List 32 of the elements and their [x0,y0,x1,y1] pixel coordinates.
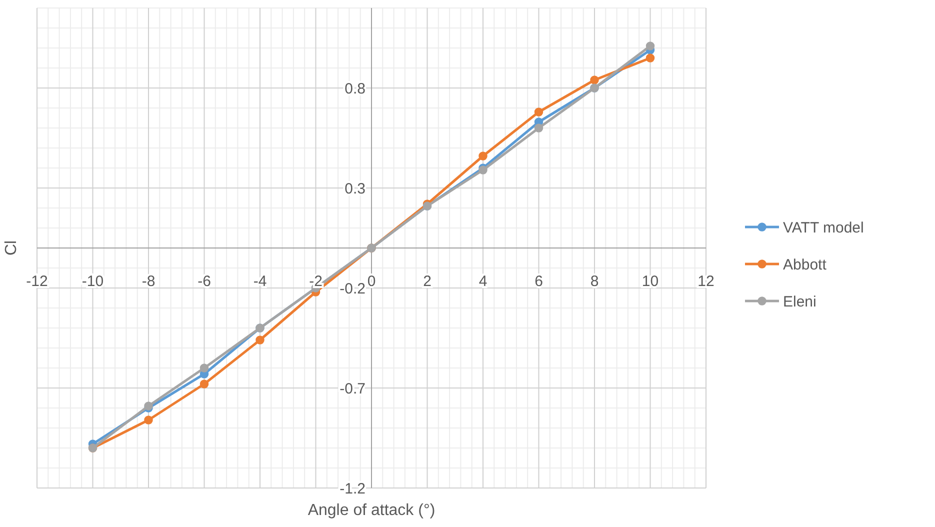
x-tick-label: 2 [423,273,432,290]
x-tick-label: 10 [642,273,659,290]
x-tick-label: -8 [142,273,156,290]
y-tick-label: 0.8 [344,80,366,98]
point [200,380,209,388]
point [534,124,544,132]
y-tick-label: -0.7 [340,380,366,398]
y-tick-label: -1.2 [340,480,366,498]
x-tick-label: -4 [253,273,267,290]
point [256,336,264,344]
y-tick-label: 0.3 [344,180,366,198]
point [200,364,209,372]
legend-label: Eleni [783,293,816,310]
x-tick-label: 12 [698,273,714,290]
point [478,152,488,160]
x-tick-label: 6 [534,273,543,290]
x-tick-label: 4 [478,273,488,290]
x-axis-title: Angle of attack (°) [308,502,436,519]
y-axis-title: Cl [3,240,20,256]
x-tick-label: -6 [198,273,211,290]
x-tick-label: 8 [590,273,599,290]
point [646,42,655,50]
point [646,54,655,62]
x-tick-label: -12 [26,273,48,290]
y-tick-label: -0.2 [340,280,366,298]
x-tick-label: -2 [309,273,322,290]
point [534,108,544,116]
legend-label: Abbott [783,256,828,274]
legend-label: VATT model [783,219,864,236]
point [590,76,599,84]
point [144,416,153,424]
x-tick-label: -10 [82,273,104,290]
